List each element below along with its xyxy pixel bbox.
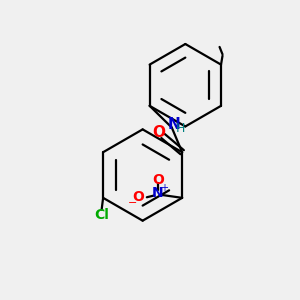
Text: O: O [152, 125, 165, 140]
Text: −: − [128, 198, 137, 208]
Text: O: O [133, 190, 145, 204]
Text: +: + [160, 182, 169, 193]
Text: H: H [176, 122, 185, 135]
Text: O: O [152, 172, 164, 187]
Text: Cl: Cl [94, 208, 109, 222]
Text: N: N [168, 116, 181, 131]
Text: N: N [152, 186, 164, 200]
